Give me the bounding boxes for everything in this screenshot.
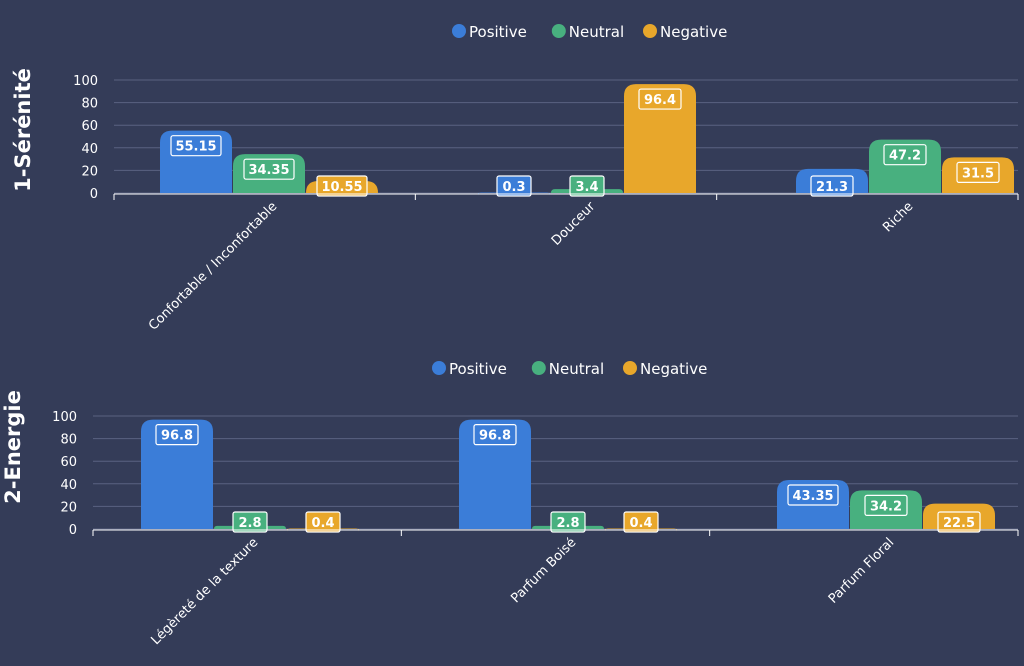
bar-positive-2: [478, 192, 550, 196]
y-tick-label: 60: [60, 455, 77, 470]
legend-swatch: [452, 24, 466, 38]
legend-label: Positive: [449, 360, 507, 378]
y-tick-label: 20: [81, 164, 98, 179]
data-label: 0.4: [311, 516, 334, 531]
data-label-box: [864, 494, 908, 516]
legend-swatch: [432, 361, 446, 375]
data-label-box: [496, 175, 532, 197]
legend-swatch: [623, 361, 637, 375]
y-tick-label: 60: [81, 119, 98, 134]
x-category-label: Légèreté de la texture: [148, 535, 261, 648]
y-tick-label: 0: [69, 523, 77, 538]
y-tick-label: 80: [60, 433, 77, 448]
x-category-label: Riche: [880, 199, 916, 235]
legend-swatch: [551, 24, 566, 38]
data-label: 34.2: [870, 499, 902, 514]
legend-item-negative[interactable]: Negative: [643, 23, 727, 41]
y-tick-label: 40: [60, 478, 77, 493]
y-tick-label: 80: [81, 97, 98, 112]
data-label: 96.8: [479, 429, 511, 444]
bar-positive-2: [459, 419, 531, 529]
bar-negative-1: [287, 528, 359, 532]
data-label: 47.2: [889, 149, 921, 164]
data-label-box: [956, 161, 1000, 184]
legend-label: Negative: [640, 360, 707, 378]
data-label: 34.35: [248, 163, 289, 178]
legend-label: Positive: [469, 23, 527, 41]
data-label: 0.3: [502, 180, 525, 195]
data-label-box: [623, 511, 659, 533]
data-label-box: [170, 135, 222, 157]
data-label-box: [316, 175, 368, 197]
data-label: 10.55: [321, 180, 362, 195]
data-label: 21.3: [816, 180, 848, 195]
legend-item-neutral[interactable]: Neutral: [531, 360, 604, 378]
data-label-box: [810, 175, 854, 197]
legend-swatch: [531, 361, 546, 375]
data-label-box: [473, 424, 517, 446]
data-label: 96.4: [644, 93, 676, 108]
data-label: 96.8: [161, 429, 193, 444]
chart-panel-1: 1-Sérénité Positive Neutral Negative 0 20 40 60…: [11, 23, 1019, 334]
x-category-label: Parfum Boisé: [508, 535, 579, 606]
y-tick-label: 0: [90, 187, 98, 202]
legend-label: Negative: [660, 23, 727, 41]
x-category-label: Confortable / Inconfortable: [146, 199, 280, 333]
chart-title: 1-Sérénité: [11, 68, 35, 192]
chart-title: 2-Energie: [1, 390, 25, 504]
legend-item-positive[interactable]: Positive: [452, 23, 527, 41]
data-label: 31.5: [962, 166, 994, 181]
y-tick-label: 100: [52, 410, 77, 425]
data-label-box: [937, 511, 981, 533]
data-label-box: [550, 511, 586, 533]
data-label: 22.5: [943, 516, 975, 531]
bar-negative-2: [605, 528, 677, 532]
data-label-box: [569, 175, 605, 197]
data-label-box: [243, 158, 295, 180]
data-label: 43.35: [792, 489, 833, 504]
data-label: 2.8: [556, 516, 579, 531]
data-label-box: [883, 144, 927, 166]
legend-label: Neutral: [569, 23, 624, 41]
legend-item-negative[interactable]: Negative: [623, 360, 707, 378]
x-category-label: Douceur: [549, 199, 599, 249]
data-label-box: [305, 511, 341, 533]
y-tick-label: 100: [73, 74, 98, 89]
x-category-label: Parfum Floral: [826, 535, 898, 607]
data-label: 2.8: [238, 516, 261, 531]
y-tick-label: 40: [81, 142, 98, 157]
data-label-box: [787, 484, 839, 506]
legend-label: Neutral: [549, 360, 604, 378]
data-label: 3.4: [575, 180, 598, 195]
data-label-box: [232, 511, 268, 533]
legend-swatch: [643, 24, 657, 38]
legend-item-positive[interactable]: Positive: [432, 360, 507, 378]
chart-panel-2: 2-Energie Positive Neutral Negative 0 20 40 60 8…: [1, 360, 1019, 648]
data-label-box: [155, 424, 199, 446]
y-tick-label: 20: [60, 500, 77, 515]
bar-negative-2: [624, 84, 696, 193]
legend-item-neutral[interactable]: Neutral: [551, 23, 624, 41]
data-label: 0.4: [629, 516, 652, 531]
data-label: 55.15: [175, 140, 216, 155]
data-label-box: [638, 88, 682, 110]
bar-positive-1: [141, 419, 213, 529]
